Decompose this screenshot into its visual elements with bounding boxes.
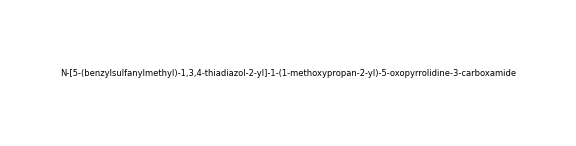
Text: N-[5-(benzylsulfanylmethyl)-1,3,4-thiadiazol-2-yl]-1-(1-methoxypropan-2-yl)-5-ox: N-[5-(benzylsulfanylmethyl)-1,3,4-thiadi… xyxy=(60,68,516,78)
